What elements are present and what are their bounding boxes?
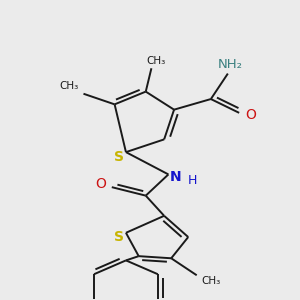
Text: O: O [245, 108, 256, 122]
Text: O: O [95, 177, 106, 191]
Text: S: S [114, 230, 124, 244]
Text: N: N [170, 169, 181, 184]
Text: CH₃: CH₃ [146, 56, 165, 66]
Text: CH₃: CH₃ [60, 81, 79, 91]
Text: CH₃: CH₃ [201, 276, 220, 286]
Text: S: S [114, 150, 124, 164]
Text: NH₂: NH₂ [218, 58, 243, 70]
Text: H: H [188, 174, 197, 187]
